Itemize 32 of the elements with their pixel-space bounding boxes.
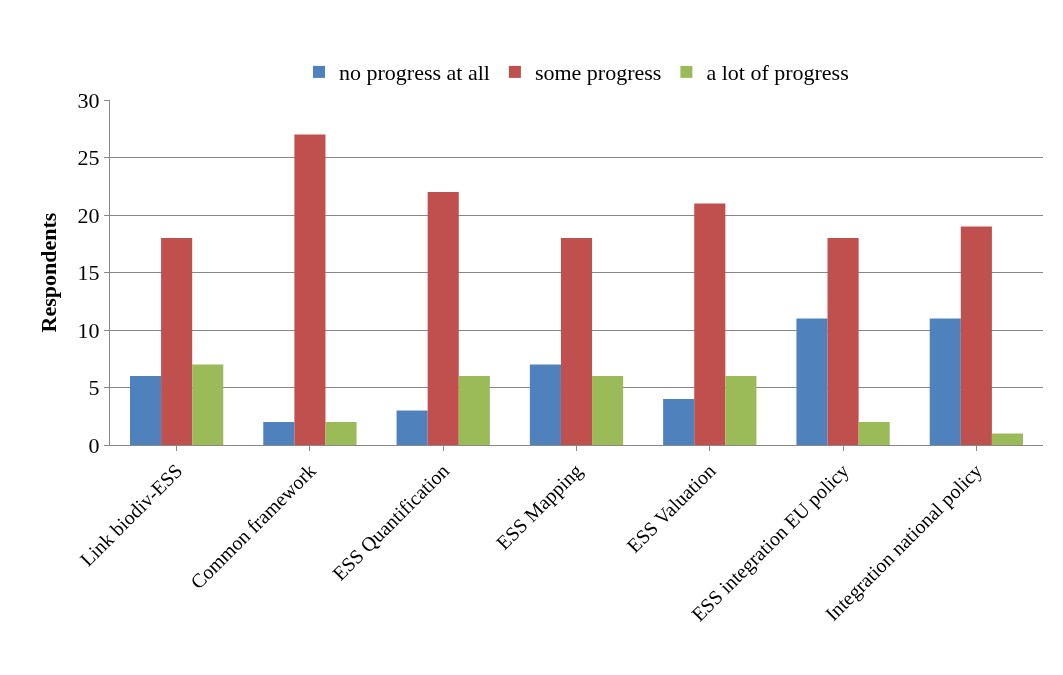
bar — [325, 422, 357, 445]
legend-label: some progress — [534, 60, 662, 86]
bar — [129, 376, 162, 445]
bar — [427, 192, 459, 445]
legend-label: a lot of progress — [706, 60, 849, 86]
bar — [161, 238, 193, 445]
bar — [263, 422, 295, 445]
bar — [294, 134, 326, 445]
bar — [396, 410, 428, 445]
y-tick-label: 15 — [77, 260, 100, 286]
bar — [458, 376, 490, 445]
legend-label: no progress at all — [339, 60, 490, 86]
y-tick-label: 5 — [88, 375, 100, 401]
bar — [192, 364, 224, 445]
y-axis-title: Respondents — [36, 212, 61, 333]
y-tick-label: 25 — [77, 145, 100, 171]
bar — [725, 376, 757, 445]
bar — [858, 422, 890, 445]
bar — [929, 318, 961, 445]
bar — [694, 203, 726, 445]
bar — [991, 433, 1024, 445]
bar — [827, 238, 859, 445]
bar — [960, 226, 992, 445]
bar — [663, 399, 695, 445]
bar — [529, 364, 561, 445]
y-tick-label: 30 — [77, 87, 100, 113]
bar — [796, 318, 828, 445]
bar — [560, 238, 593, 445]
y-tick-label: 20 — [77, 202, 100, 228]
y-tick-label: 10 — [77, 317, 100, 343]
bar — [592, 376, 624, 445]
y-tick-label: 0 — [88, 432, 100, 458]
